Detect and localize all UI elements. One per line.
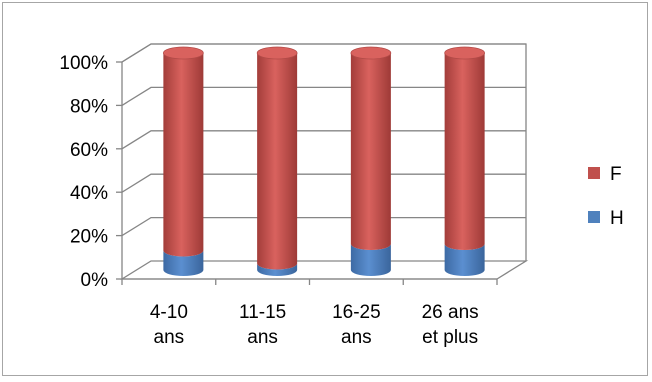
bar-H-1 (257, 263, 298, 276)
bar-top-1 (256, 46, 298, 60)
bar-F-0 (163, 53, 204, 257)
bar-F-2 (350, 53, 391, 250)
bar-F-3 (444, 53, 485, 250)
x-axis: 4-10 ans 11-15 ans 16-25 ans 26 ans et plus (121, 278, 498, 348)
gridlines (121, 43, 526, 237)
gridline (121, 130, 526, 150)
legend-label-H: H (610, 208, 624, 229)
x-tick-label: 26 ans et plus (422, 302, 479, 348)
legend: FH (588, 164, 624, 229)
legend-swatch-F (588, 167, 600, 179)
bar-H-3 (444, 243, 485, 276)
y-tick-label: 0% (81, 270, 109, 291)
legend-label-F: F (610, 164, 622, 185)
gridline (121, 173, 526, 193)
y-tick-label: 100% (59, 53, 108, 74)
gridline (121, 43, 526, 63)
x-tick-label: 11-15 ans (239, 302, 286, 348)
gridline (121, 86, 526, 106)
bar-top-3 (444, 46, 486, 60)
bar-top-2 (350, 46, 392, 60)
stacked-cylinder-chart: 0% 20% 40% 60% 80% 100% 4-10 ans 11-15 ans 16-25 a… (59, 43, 624, 348)
y-tick-label: 60% (70, 140, 108, 161)
bar-H-2 (350, 243, 391, 276)
bar-F-1 (257, 53, 298, 270)
chart-frame: 0% 20% 40% 60% 80% 100% 4-10 ans 11-15 ans 16-25 a… (2, 2, 648, 376)
bar-H-0 (163, 250, 204, 276)
bars (162, 46, 486, 276)
gridline (121, 216, 526, 237)
y-axis: 0% 20% 40% 60% 80% 100% (59, 53, 123, 291)
y-tick-label: 40% (70, 183, 108, 204)
y-tick-label: 80% (70, 96, 108, 117)
bar-top-0 (162, 46, 204, 60)
legend-swatch-H (588, 211, 600, 223)
y-tick-label: 20% (70, 227, 108, 248)
x-tick-label: 16-25 ans (332, 302, 381, 348)
x-tick-label: 4-10 ans (150, 302, 188, 348)
